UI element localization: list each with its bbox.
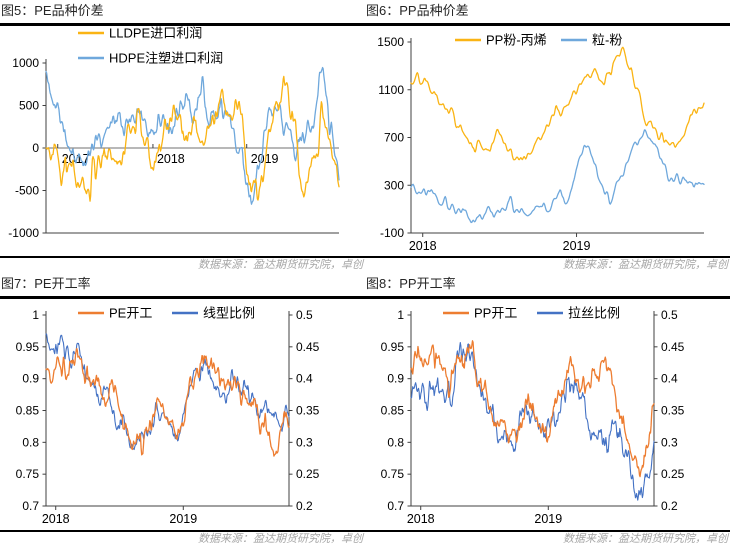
svg-text:1100: 1100 <box>378 83 404 97</box>
svg-text:0.85: 0.85 <box>16 404 40 418</box>
svg-text:0.35: 0.35 <box>296 404 320 418</box>
svg-text:0.35: 0.35 <box>661 404 685 418</box>
svg-text:1: 1 <box>32 308 39 322</box>
svg-text:-500: -500 <box>15 184 39 198</box>
svg-text:-1000: -1000 <box>8 226 39 240</box>
svg-text:0.4: 0.4 <box>296 372 313 386</box>
svg-text:HDPE注塑进口利润: HDPE注塑进口利润 <box>109 51 223 66</box>
svg-text:图6：PP品种价差: 图6：PP品种价差 <box>366 3 469 18</box>
svg-text:PE开工: PE开工 <box>109 306 152 321</box>
svg-text:线型比例: 线型比例 <box>203 306 255 321</box>
svg-text:0.5: 0.5 <box>661 308 678 322</box>
svg-text:0.7: 0.7 <box>387 499 404 513</box>
svg-text:300: 300 <box>384 178 404 192</box>
svg-text:2019: 2019 <box>563 239 591 253</box>
svg-text:0.25: 0.25 <box>296 467 320 481</box>
svg-text:0.45: 0.45 <box>661 340 685 354</box>
svg-text:0.9: 0.9 <box>22 372 39 386</box>
svg-text:0.4: 0.4 <box>661 372 678 386</box>
svg-text:-100: -100 <box>380 226 404 240</box>
svg-text:0.9: 0.9 <box>387 372 404 386</box>
svg-text:0.8: 0.8 <box>387 435 404 449</box>
svg-text:1000: 1000 <box>12 56 39 70</box>
svg-text:0.3: 0.3 <box>296 435 313 449</box>
svg-text:LLDPE进口利润: LLDPE进口利润 <box>109 26 202 41</box>
svg-text:2019: 2019 <box>169 512 197 526</box>
svg-text:2018: 2018 <box>42 512 70 526</box>
svg-text:1500: 1500 <box>377 35 404 49</box>
svg-text:0.75: 0.75 <box>381 467 405 481</box>
svg-text:2018: 2018 <box>409 239 437 253</box>
svg-text:粒-粉: 粒-粉 <box>592 33 622 48</box>
svg-text:0.2: 0.2 <box>661 499 678 513</box>
svg-text:2018: 2018 <box>157 152 185 166</box>
svg-text:0.25: 0.25 <box>661 467 685 481</box>
svg-text:图8：PP开工率: 图8：PP开工率 <box>366 276 456 291</box>
svg-text:0.95: 0.95 <box>381 340 405 354</box>
svg-text:图5：PE品种价差: 图5：PE品种价差 <box>1 3 104 18</box>
svg-text:700: 700 <box>384 131 404 145</box>
svg-text:拉丝比例: 拉丝比例 <box>568 306 620 321</box>
svg-text:PP开工: PP开工 <box>474 306 517 321</box>
svg-text:0.85: 0.85 <box>381 404 405 418</box>
svg-text:2018: 2018 <box>407 512 435 526</box>
svg-text:1: 1 <box>397 308 404 322</box>
svg-text:500: 500 <box>19 99 39 113</box>
svg-text:0.8: 0.8 <box>22 435 39 449</box>
svg-text:0.75: 0.75 <box>16 467 40 481</box>
svg-text:PP粉-丙烯: PP粉-丙烯 <box>486 33 547 48</box>
svg-text:0.2: 0.2 <box>296 499 313 513</box>
svg-text:0.3: 0.3 <box>661 435 678 449</box>
svg-text:2019: 2019 <box>534 512 562 526</box>
svg-text:0: 0 <box>32 141 39 155</box>
svg-text:图7：PE开工率: 图7：PE开工率 <box>1 276 91 291</box>
svg-text:0.7: 0.7 <box>22 499 39 513</box>
svg-text:0.95: 0.95 <box>16 340 40 354</box>
svg-text:0.45: 0.45 <box>296 340 320 354</box>
svg-text:0.5: 0.5 <box>296 308 313 322</box>
